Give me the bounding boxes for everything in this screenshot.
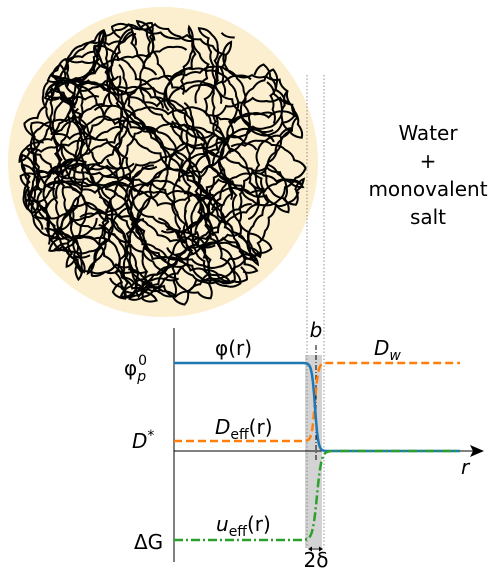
phi-label: φ(r) [215, 336, 252, 360]
figure: Water + monovalent salt b φ(r) Dw φp0 De… [0, 0, 490, 571]
side-text: monovalent [368, 177, 487, 201]
phi-p0-label: φp0 [124, 353, 147, 385]
side-text: + [420, 149, 437, 173]
b-label: b [310, 318, 323, 342]
dstar-label: D* [132, 428, 154, 453]
dw-label: Dw [374, 336, 401, 364]
side-text: Water [398, 121, 458, 145]
side-text: salt [410, 205, 446, 229]
dg-label: ΔG [134, 530, 163, 554]
two-delta-label: 2δ [304, 548, 329, 571]
r-label: r [461, 455, 471, 479]
ueff-label: ueff(r) [216, 512, 271, 540]
deff-label: Deff(r) [215, 415, 273, 443]
